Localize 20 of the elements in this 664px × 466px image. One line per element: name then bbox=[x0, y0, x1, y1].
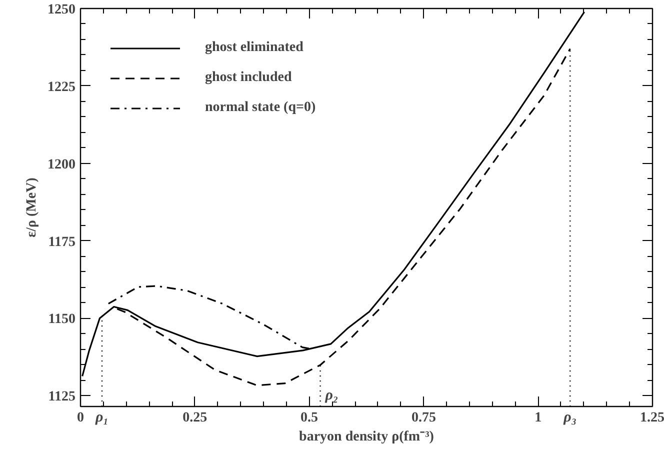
annotation: ρ₁ bbox=[94, 410, 108, 426]
legend-label: normal state (q=0) bbox=[205, 100, 316, 116]
x-axis-title: baryon density ρ(fm⁻³) bbox=[299, 430, 434, 444]
x-tick-label: 1 bbox=[534, 410, 542, 426]
x-tick-label: 0.25 bbox=[182, 410, 208, 426]
legend-label: ghost included bbox=[205, 70, 292, 86]
y-tick-label: 1175 bbox=[48, 234, 76, 250]
annotation: ρ₂ bbox=[324, 388, 338, 404]
x-tick-label: 0.75 bbox=[411, 410, 436, 426]
x-tick-label: 0 bbox=[77, 410, 84, 426]
annotation: ρ₃ bbox=[562, 410, 577, 426]
x-tick-label: 1.25 bbox=[640, 410, 664, 426]
y-tick-label: 1125 bbox=[48, 390, 76, 405]
y-tick-label: 1150 bbox=[48, 312, 76, 328]
y-tick-label: 1200 bbox=[48, 157, 76, 172]
legend-label: ghost eliminated bbox=[205, 40, 304, 56]
y-axis-title: ε/ρ (MeV) bbox=[24, 177, 40, 238]
x-tick-label: 0.5 bbox=[300, 410, 318, 426]
y-tick-label: 1225 bbox=[48, 80, 76, 95]
y-tick-label: 1250 bbox=[48, 2, 76, 18]
